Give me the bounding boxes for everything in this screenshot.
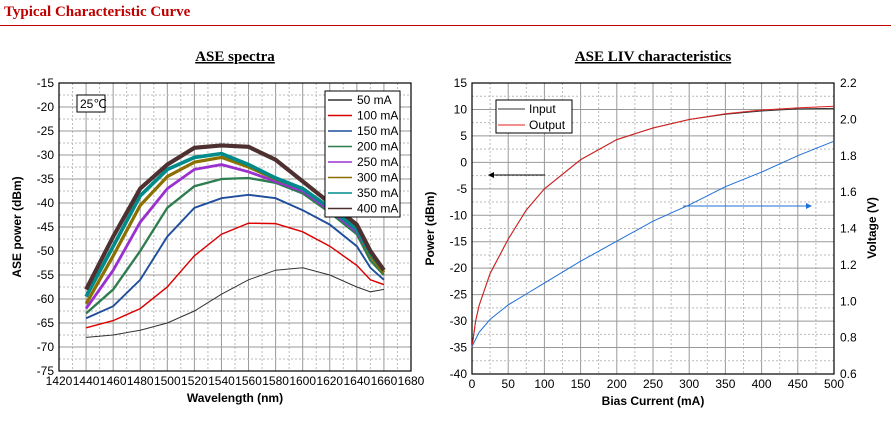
temperature-annotation: 25℃	[80, 97, 107, 111]
y2-tick-label: 2.2	[840, 76, 857, 90]
spectrum-line-100mA	[85, 222, 385, 329]
x-tick-label: 1500	[154, 374, 181, 388]
x-tick-label: 400	[752, 377, 772, 391]
y-axis-label: ASE power (dBm)	[10, 176, 24, 277]
plot-frame	[58, 82, 412, 372]
spectrum-line-350mA	[84, 151, 386, 298]
plot-frame	[471, 82, 835, 375]
x-tick-label: 1540	[208, 374, 235, 388]
y-tick-label: -35	[450, 341, 468, 355]
legend-label: 150 mA	[357, 124, 398, 138]
x-tick-label: 50	[502, 377, 516, 391]
x-tick-label: 1520	[181, 374, 208, 388]
y-tick-label: -25	[37, 124, 55, 138]
y-tick-label: -15	[37, 76, 55, 90]
x-tick-label: 150	[571, 377, 591, 391]
x-tick-label: 1640	[343, 374, 370, 388]
x-tick-label: 1580	[262, 374, 289, 388]
y-tick-label: -10	[450, 208, 468, 222]
x-tick-label: 1560	[235, 374, 262, 388]
x-tick-label: 1620	[316, 374, 343, 388]
y-tick-label: -25	[450, 288, 468, 302]
legend-label: Output	[529, 118, 566, 132]
chart-title: ASE spectra	[195, 49, 275, 65]
x-tick-label: 350	[715, 377, 735, 391]
y-tick-label: 0	[460, 155, 467, 169]
annotation-box	[76, 94, 106, 113]
y-tick-label: -35	[37, 172, 55, 186]
x-tick-label: 250	[643, 377, 663, 391]
legend-label: 400 mA	[357, 202, 398, 216]
y-tick-label: 10	[454, 102, 468, 116]
x-tick-label: 100	[534, 377, 554, 391]
x-tick-label: 1440	[73, 374, 100, 388]
y-tick-label: 5	[460, 129, 467, 143]
y-tick-label: -50	[37, 244, 55, 258]
x-axis-label: Wavelength (nm)	[187, 391, 283, 405]
y-tick-label: 15	[454, 76, 468, 90]
x-tick-label: 200	[607, 377, 627, 391]
y2-tick-label: 2.0	[840, 112, 857, 126]
x-tick-label: 1680	[398, 374, 425, 388]
y-tick-label: -65	[37, 316, 55, 330]
voltage-line	[471, 140, 835, 347]
y-axis-label: Power (dBm)	[423, 191, 437, 265]
spectrum-line-150mA	[85, 193, 385, 320]
y-tick-label: -70	[37, 340, 55, 354]
title-divider	[0, 25, 891, 26]
legend-label: 300 mA	[357, 171, 398, 185]
y-tick-label: -40	[450, 367, 468, 381]
y-tick-label: -30	[37, 148, 55, 162]
y-tick-label: -20	[450, 261, 468, 275]
legend	[495, 99, 573, 134]
chart-title: ASE LIV characteristics	[575, 49, 732, 65]
legend-label: 100 mA	[357, 109, 398, 123]
spectrum-line-400mA	[84, 143, 386, 291]
legend-label: 250 mA	[357, 155, 398, 169]
y-tick-label: -55	[37, 268, 55, 282]
x-tick-label: 1600	[289, 374, 316, 388]
right-arrow-head-icon	[806, 203, 812, 209]
y2-tick-label: 0.6	[840, 367, 857, 381]
y-tick-label: -20	[37, 100, 55, 114]
legend-label: 50 mA	[357, 93, 392, 107]
y2-tick-label: 1.4	[840, 222, 857, 236]
left-arrow-head-icon	[488, 172, 494, 178]
x-tick-label: 0	[469, 377, 476, 391]
x-tick-label: 300	[679, 377, 699, 391]
y2-tick-label: 1.0	[840, 294, 857, 308]
y2-tick-label: 1.6	[840, 185, 857, 199]
legend-label: 200 mA	[357, 140, 398, 154]
legend-label: Input	[529, 102, 556, 116]
legend	[324, 90, 401, 218]
spectrum-line-50mA	[86, 267, 384, 338]
y-tick-label: -45	[37, 220, 55, 234]
y-tick-label: -30	[450, 314, 468, 328]
y2-axis-label: Voltage (V)	[865, 197, 879, 259]
y-tick-label: -75	[37, 364, 55, 378]
y-tick-label: -40	[37, 196, 55, 210]
x-tick-label: 500	[824, 377, 844, 391]
x-tick-label: 450	[788, 377, 808, 391]
y2-tick-label: 1.2	[840, 258, 857, 272]
y-tick-label: -60	[37, 292, 55, 306]
y-tick-label: -5	[456, 182, 467, 196]
x-tick-label: 1660	[371, 374, 398, 388]
output-power-line	[471, 105, 835, 348]
y2-tick-label: 1.8	[840, 149, 857, 163]
page-title: Typical Characteristic Curve	[4, 4, 191, 20]
y2-tick-label: 0.8	[840, 331, 857, 345]
y-tick-label: -15	[450, 235, 468, 249]
x-tick-label: 1460	[100, 374, 127, 388]
x-axis-label: Bias Current (mA)	[602, 394, 705, 408]
x-tick-label: 1480	[127, 374, 154, 388]
legend-label: 350 mA	[357, 186, 398, 200]
x-tick-label: 1420	[46, 374, 73, 388]
